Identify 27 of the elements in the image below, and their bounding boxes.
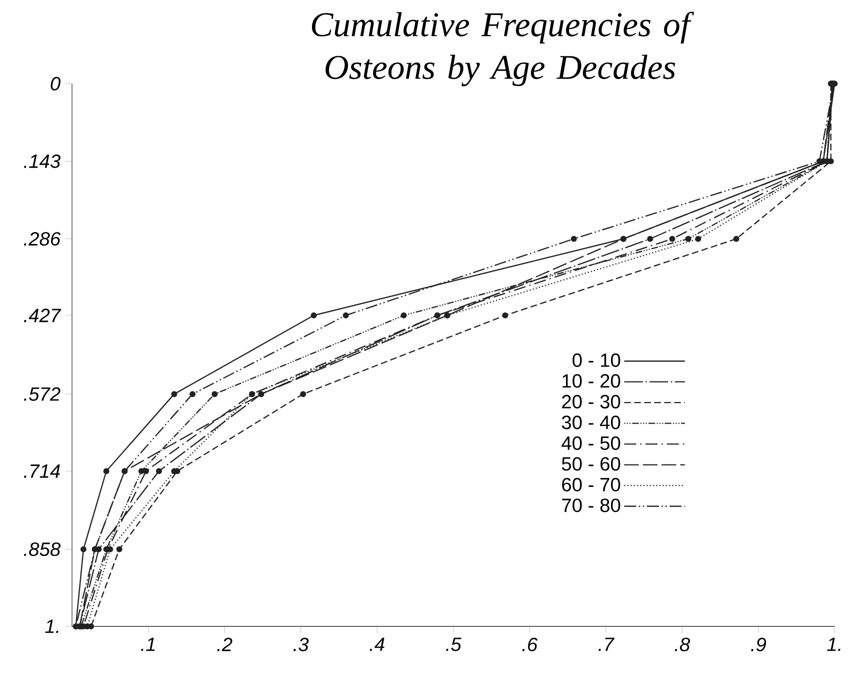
legend-label: 70 - 80 xyxy=(562,498,620,512)
y-tick-label: .858 xyxy=(24,542,61,556)
x-tick-label: .2 xyxy=(217,638,232,652)
chart-title: Cumulative Frequencies of Osteons by Age Decades xyxy=(312,12,694,86)
x-tick-label: 1. xyxy=(827,638,840,651)
y-tick-label: 0 xyxy=(50,76,60,90)
x-tick-label: .1 xyxy=(141,638,155,651)
legend-label: 10 - 20 xyxy=(562,374,620,388)
y-tick-label: .427 xyxy=(24,308,62,322)
x-tick-label: .4 xyxy=(370,638,384,651)
legend-label: 50 - 60 xyxy=(562,457,620,471)
legend-label: 30 - 40 xyxy=(562,416,620,430)
x-tick-label: .3 xyxy=(294,638,309,652)
legend-label: 40 - 50 xyxy=(562,436,620,450)
y-tick-label: 1. xyxy=(45,620,58,633)
legend-label: 60 - 70 xyxy=(562,478,620,492)
y-tick-label: .143 xyxy=(24,154,60,168)
y-tick-label: .572 xyxy=(24,387,60,401)
y-tick-label: .714 xyxy=(24,464,60,478)
x-tick-label: .5 xyxy=(446,638,462,652)
x-tick-label: .8 xyxy=(674,638,690,652)
x-tick-label: .6 xyxy=(522,638,538,652)
legend-label: 0 - 10 xyxy=(572,353,620,367)
x-tick-label: .7 xyxy=(598,638,614,651)
legend-label: 20 - 30 xyxy=(562,394,620,408)
x-tick-label: .9 xyxy=(751,638,766,652)
y-tick-label: .286 xyxy=(24,232,61,246)
